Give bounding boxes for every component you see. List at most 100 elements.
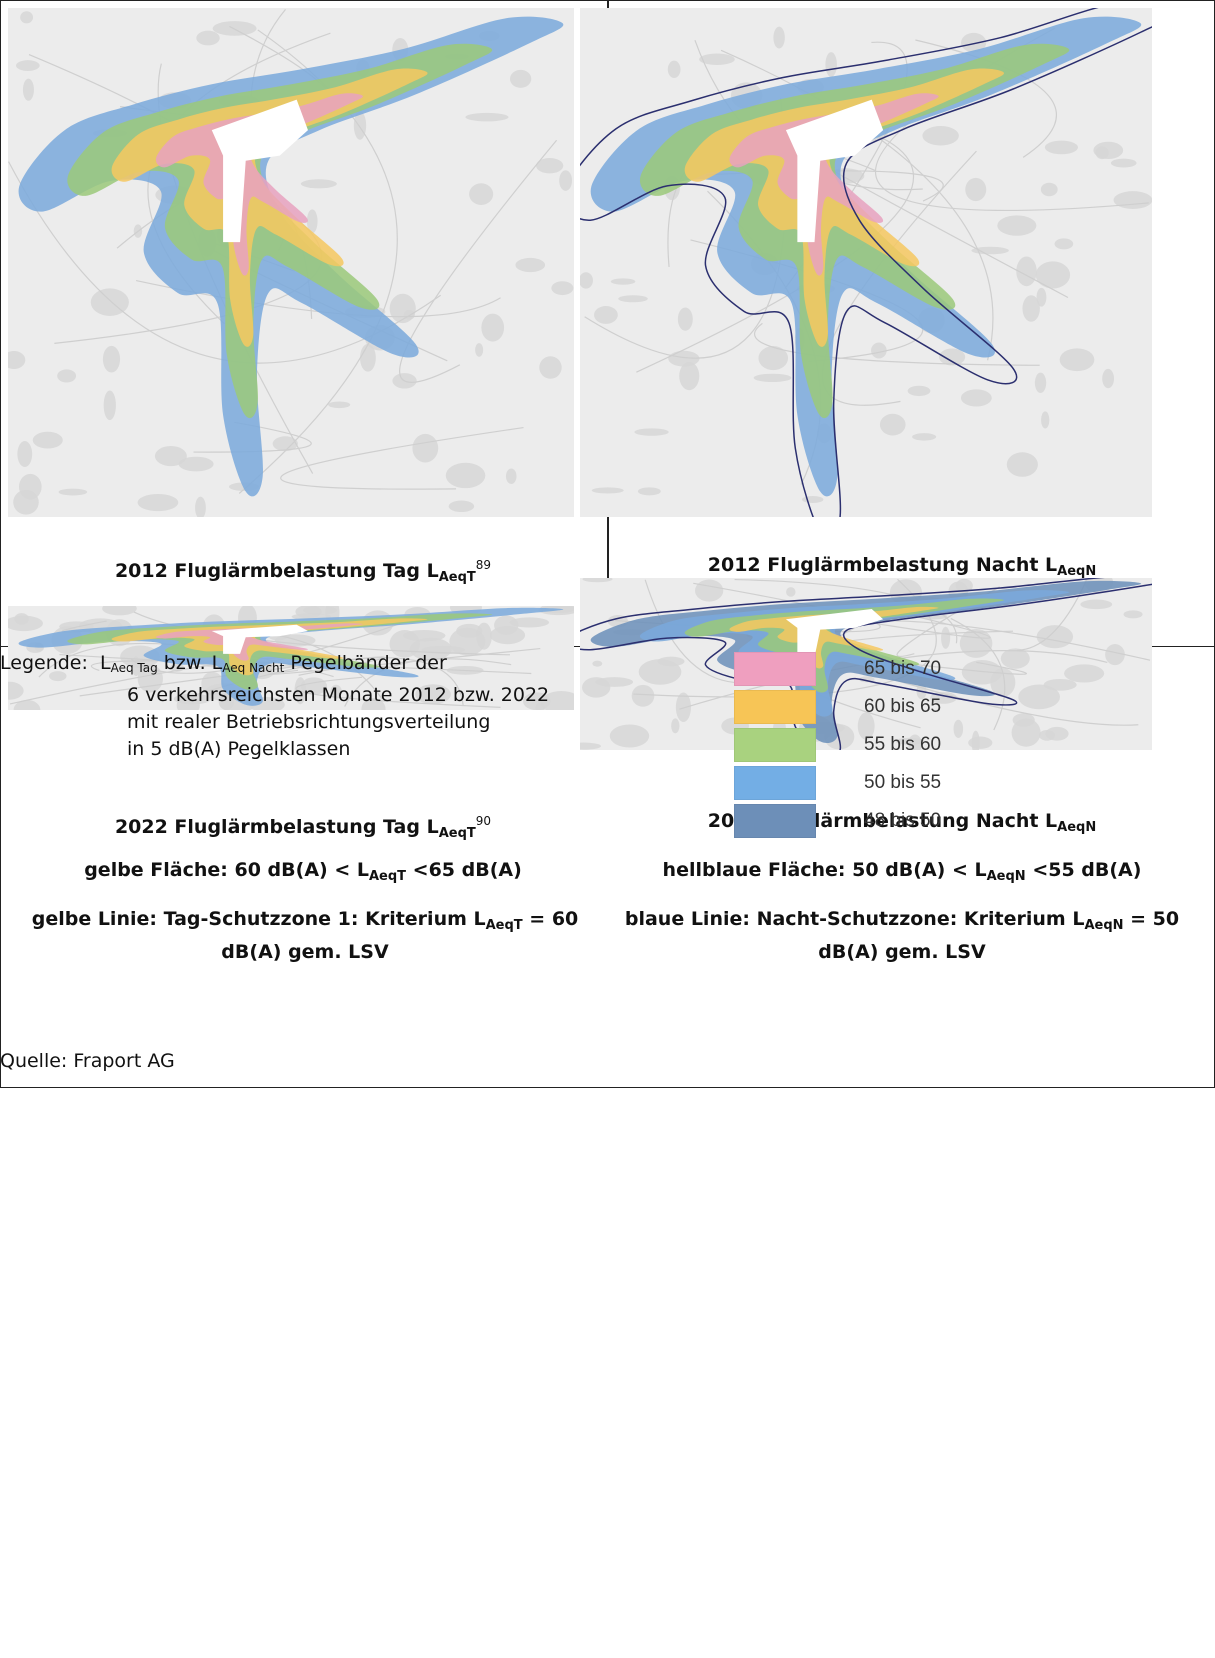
noise-map-2022-night xyxy=(580,578,1152,750)
noise-contour-band xyxy=(155,93,363,276)
map-settlement xyxy=(595,677,634,687)
map-settlement xyxy=(8,350,26,370)
map-settlement xyxy=(1036,625,1074,649)
map-settlement xyxy=(1044,140,1079,155)
legend-item: 48 bis 50 xyxy=(734,802,944,840)
map-settlement xyxy=(17,441,33,468)
map-settlement xyxy=(960,389,992,407)
map-settlement xyxy=(176,694,200,710)
map-settlement xyxy=(912,433,937,441)
map-settlement xyxy=(1105,644,1125,666)
map-settlement xyxy=(961,32,987,53)
note-day-line: gelbe Linie: Tag-Schutzzone 1: Kriterium… xyxy=(31,908,579,963)
map-settlement xyxy=(580,272,593,289)
map-settlement xyxy=(272,436,298,452)
map-settlement xyxy=(1041,411,1050,429)
noise-contour-band xyxy=(155,623,363,661)
map-settlement xyxy=(786,587,796,597)
map-road xyxy=(679,650,1108,710)
map-settlement xyxy=(8,681,24,700)
map-settlement xyxy=(758,346,789,371)
legend-label: 55 bis 60 xyxy=(864,734,942,755)
map-settlement xyxy=(668,350,700,367)
map-settlement xyxy=(634,428,669,436)
caption-2022-day: 2022 Fluglärmbelastung Tag LAeqT90 xyxy=(114,814,492,841)
map-settlement xyxy=(971,246,1009,255)
noise-map-2022-day xyxy=(8,606,574,710)
map-settlement xyxy=(16,60,40,71)
map-settlement xyxy=(609,724,650,748)
legend-item: 60 bis 65 xyxy=(734,688,944,726)
map-settlement xyxy=(306,209,318,234)
map-settlement xyxy=(13,489,39,515)
map-settlement xyxy=(699,53,735,65)
map-settlement xyxy=(57,369,77,383)
map-settlement xyxy=(300,179,337,189)
legend-item: 50 bis 55 xyxy=(734,764,944,802)
map-settlement xyxy=(582,578,613,583)
map-settlement xyxy=(448,500,475,513)
map-road xyxy=(267,647,541,676)
map-settlement xyxy=(965,177,987,202)
map-settlement xyxy=(20,11,34,24)
airport-area xyxy=(785,99,884,243)
map-settlement xyxy=(1110,158,1137,168)
map-settlement xyxy=(303,606,337,615)
caption-2012-day: 2012 Fluglärmbelastung Tag LAeqT89 xyxy=(114,558,492,585)
map-settlement xyxy=(592,660,603,667)
map-settlement xyxy=(449,627,486,656)
map-settlement xyxy=(515,257,546,273)
map-settlement xyxy=(195,496,206,517)
map-settlement xyxy=(1064,664,1105,683)
note-night-line: blaue Linie: Nacht-Schutzzone: Kriterium… xyxy=(624,908,1180,963)
map-settlement xyxy=(675,692,691,723)
map-settlement xyxy=(218,693,234,710)
map-settlement xyxy=(445,462,486,489)
map-road xyxy=(891,678,1139,726)
map-settlement xyxy=(879,413,906,436)
map-settlement xyxy=(1095,146,1109,160)
map-settlement xyxy=(637,487,661,496)
map-settlement xyxy=(997,215,1037,236)
map-settlement xyxy=(469,183,494,205)
legend-item: 55 bis 60 xyxy=(734,726,944,764)
map-settlement xyxy=(328,401,351,409)
airport-area xyxy=(785,608,884,658)
map-settlement xyxy=(939,348,966,366)
map-settlement xyxy=(1034,372,1047,393)
map-settlement xyxy=(618,295,648,303)
map-settlement xyxy=(13,699,41,710)
airport-area xyxy=(211,99,308,243)
map-settlement xyxy=(908,734,922,750)
map-settlement xyxy=(594,306,618,324)
map-settlement xyxy=(657,656,685,667)
map-settlement xyxy=(1045,726,1069,741)
map-settlement xyxy=(1022,295,1040,322)
map-settlement xyxy=(475,343,484,357)
noise-level-legend: 65 bis 70 60 bis 65 55 bis 60 50 bis 55 48 b… xyxy=(734,650,944,840)
protection-zone-line xyxy=(580,8,1152,517)
map-settlement xyxy=(559,170,573,191)
map-settlement xyxy=(580,742,601,750)
map-settlement xyxy=(412,433,439,463)
map-settlement xyxy=(551,281,574,296)
map-road xyxy=(636,133,915,373)
map-settlement xyxy=(1006,452,1038,477)
legend-label: 60 bis 65 xyxy=(864,696,942,717)
map-settlement xyxy=(802,495,824,504)
map-settlement xyxy=(1036,287,1047,307)
map-settlement xyxy=(1043,678,1077,691)
map-settlement xyxy=(671,718,680,734)
legend-item: 65 bis 70 xyxy=(734,650,944,688)
map-settlement xyxy=(941,626,951,649)
map-road xyxy=(874,606,991,639)
map-settlement xyxy=(509,69,532,88)
legend-label: 48 bis 50 xyxy=(864,810,942,831)
airport-area xyxy=(211,624,308,654)
noise-map-2012-day xyxy=(8,8,574,517)
map-settlement xyxy=(773,26,785,49)
map-settlement xyxy=(539,356,562,379)
map-settlement xyxy=(857,712,875,740)
map-settlement xyxy=(330,684,342,699)
map-settlement xyxy=(968,736,993,749)
